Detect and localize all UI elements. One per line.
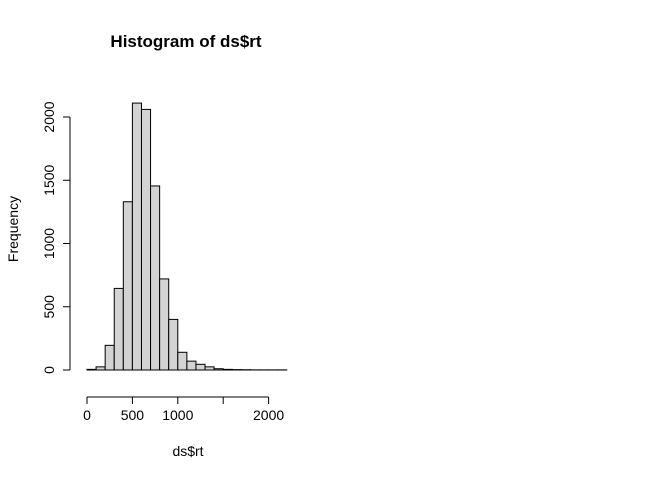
chart-title: Histogram of ds$rt: [110, 32, 261, 51]
histogram-bar: [186, 360, 197, 371]
y-tick-label: 2000: [41, 101, 57, 132]
y-axis-label: Frequency: [5, 196, 21, 262]
x-tick-label: 2000: [253, 407, 284, 423]
x-axis-label: ds$rt: [172, 443, 203, 459]
histogram-bar: [86, 368, 97, 371]
histogram-bar: [131, 102, 142, 371]
histogram-bar: [140, 108, 152, 371]
x-axis: 0 500 1000 2000: [83, 396, 284, 423]
histogram-bar: [104, 344, 115, 371]
x-tick-label: 500: [121, 407, 145, 423]
histogram-bar: [177, 351, 188, 371]
histogram-bar: [204, 366, 215, 371]
histogram-bar: [168, 318, 179, 371]
y-tick-label: 0: [41, 366, 57, 374]
histogram-bar: [95, 366, 106, 371]
y-tick-label: 1000: [41, 228, 57, 259]
histogram-bar: [213, 368, 224, 371]
y-axis: 0 500 1000 1500 2000: [41, 101, 71, 374]
histogram-bar: [159, 278, 170, 371]
bars-group: [86, 102, 288, 371]
histogram-bar: [195, 363, 206, 371]
x-tick-label: 0: [83, 407, 91, 423]
y-tick-label: 500: [41, 295, 57, 319]
x-tick-label: 1000: [162, 407, 193, 423]
y-tick-label: 1500: [41, 164, 57, 195]
histogram-bar: [113, 287, 124, 371]
histogram-bar: [122, 201, 133, 371]
histogram-bar: [222, 368, 233, 371]
histogram-bar: [150, 185, 161, 371]
